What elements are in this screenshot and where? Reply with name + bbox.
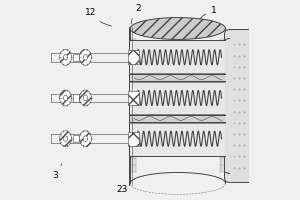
Text: 2: 2 bbox=[131, 4, 141, 24]
Ellipse shape bbox=[83, 136, 88, 142]
Ellipse shape bbox=[60, 49, 71, 65]
Text: 12: 12 bbox=[85, 8, 112, 26]
FancyBboxPatch shape bbox=[130, 40, 226, 74]
Ellipse shape bbox=[80, 131, 92, 147]
Ellipse shape bbox=[64, 136, 68, 142]
FancyBboxPatch shape bbox=[73, 135, 79, 142]
FancyBboxPatch shape bbox=[73, 94, 79, 102]
Ellipse shape bbox=[64, 55, 68, 60]
FancyBboxPatch shape bbox=[130, 114, 226, 123]
Ellipse shape bbox=[60, 90, 71, 106]
FancyBboxPatch shape bbox=[130, 81, 226, 115]
FancyBboxPatch shape bbox=[130, 73, 226, 82]
Ellipse shape bbox=[130, 18, 226, 39]
Ellipse shape bbox=[80, 49, 92, 65]
FancyBboxPatch shape bbox=[128, 132, 139, 146]
Text: 3: 3 bbox=[52, 164, 62, 180]
FancyBboxPatch shape bbox=[128, 50, 139, 64]
FancyBboxPatch shape bbox=[73, 54, 79, 61]
Ellipse shape bbox=[80, 90, 92, 106]
Ellipse shape bbox=[60, 131, 71, 147]
Ellipse shape bbox=[64, 95, 68, 101]
Ellipse shape bbox=[83, 95, 88, 101]
FancyBboxPatch shape bbox=[224, 29, 254, 182]
Text: 1: 1 bbox=[195, 6, 216, 24]
Ellipse shape bbox=[83, 55, 88, 60]
FancyBboxPatch shape bbox=[130, 122, 226, 156]
Text: 23: 23 bbox=[116, 179, 130, 194]
FancyBboxPatch shape bbox=[128, 91, 139, 105]
